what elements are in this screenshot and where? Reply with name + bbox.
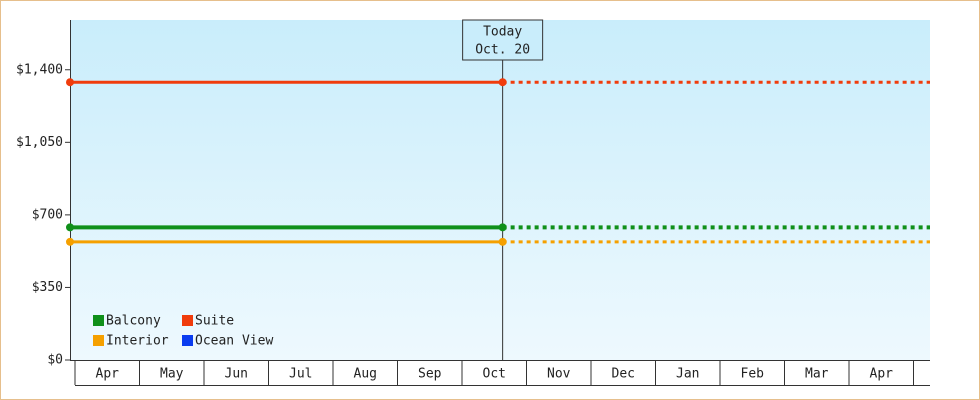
y-tick-label: $0 — [47, 353, 63, 368]
legend-swatch — [93, 315, 104, 326]
x-tick-label: Aug — [354, 367, 377, 382]
today-label: Today — [483, 25, 522, 40]
price-marker — [66, 223, 74, 232]
x-tick-label: May — [160, 367, 184, 382]
x-tick-label: Apr — [96, 367, 120, 382]
today-box — [462, 19, 544, 61]
x-tick-label: Feb — [741, 367, 765, 382]
x-tick-label: Sep — [418, 367, 442, 382]
today-label: Oct. 20 — [475, 43, 530, 58]
x-tick-label: Dec — [612, 367, 635, 382]
price-marker — [66, 78, 74, 87]
plot-area — [70, 20, 930, 360]
legend-swatch — [182, 315, 193, 326]
price-marker — [66, 237, 74, 246]
x-tick-label: Oct — [483, 367, 506, 382]
price-marker — [498, 223, 507, 232]
price-marker — [498, 78, 507, 87]
x-tick-label: Jul — [289, 367, 312, 382]
legend-label: Suite — [195, 314, 234, 329]
legend-swatch — [93, 335, 104, 346]
y-tick-label: $1,050 — [16, 135, 63, 150]
y-tick-label: $350 — [32, 280, 63, 295]
legend-label: Balcony — [106, 314, 161, 329]
x-tick-label: Apr — [870, 367, 894, 382]
legend-label: Ocean View — [195, 334, 273, 349]
legend-label: Interior — [106, 334, 169, 349]
x-tick-label: Mar — [805, 367, 829, 382]
x-tick-label: Nov — [547, 367, 571, 382]
x-tick-label: Jan — [676, 367, 699, 382]
price-marker — [498, 237, 507, 246]
y-tick-label: $1,400 — [16, 62, 63, 77]
x-tick-label: Jun — [225, 367, 248, 382]
legend-swatch — [182, 335, 193, 346]
y-tick-label: $700 — [32, 207, 63, 222]
